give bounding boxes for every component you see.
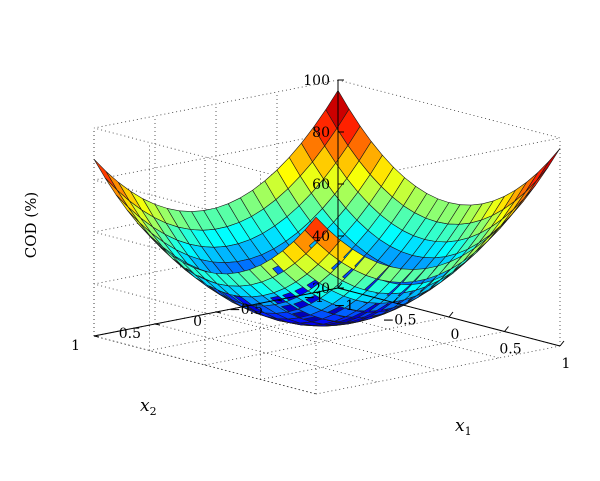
- x1-tick: [393, 297, 398, 303]
- x1-tick-label: −0.5: [383, 313, 417, 329]
- x1-tick: [337, 282, 343, 289]
- box-top-edge: [315, 79, 561, 187]
- x2-tick-label: 0: [193, 314, 202, 330]
- floor-grid-line: [154, 323, 378, 383]
- x2-tick-label: 0.5: [119, 326, 141, 342]
- x1-tick-label: −1: [334, 298, 355, 314]
- z-tick-label: 20: [312, 281, 330, 297]
- x2-tick: [215, 311, 222, 314]
- wall-grid-line: [93, 79, 339, 187]
- wall-grid-line: [93, 235, 339, 343]
- x2-tick: [154, 323, 161, 326]
- x2-axis-label: x2: [140, 396, 157, 418]
- z-tick-label: 80: [312, 125, 330, 141]
- x2-tick: [276, 299, 283, 302]
- x1-tick: [559, 340, 565, 347]
- x2-tick: [93, 335, 100, 338]
- x2-tick-label: −1: [303, 290, 324, 306]
- surface-patch: [93, 158, 118, 191]
- z-axis-label: COD (%): [22, 192, 40, 259]
- x2-tick-label: −0.5: [229, 302, 263, 318]
- x2-tick: [337, 287, 344, 290]
- z-tick-label: 100: [303, 73, 330, 89]
- x1-axis-label: x1: [455, 416, 472, 438]
- x1-tick: [448, 311, 454, 318]
- floor-grid-line: [260, 331, 505, 380]
- x1-tick: [504, 326, 509, 332]
- surface-patch: [536, 148, 561, 181]
- surface: [93, 90, 561, 327]
- wall-grid-line: [93, 131, 339, 239]
- x1-tick-label: 0.5: [499, 342, 521, 358]
- x2-tick-label: 1: [71, 338, 80, 354]
- wall-grid-line: [93, 183, 339, 291]
- axes: 20 40 60 80 100 −1 −0.5 0 0.5 1 −1 −0.5 0 0.5 1: [71, 73, 570, 372]
- axis-labels: COD (%) x1 x2: [22, 192, 472, 438]
- floor-grid-line: [149, 302, 394, 351]
- x1-tick-label: 0: [451, 327, 460, 343]
- surface-patch: [525, 161, 550, 193]
- x1-tick-label: 1: [562, 356, 571, 372]
- z-tick-label: 40: [312, 229, 330, 245]
- floor-grid-line: [315, 345, 561, 395]
- z-tick-label: 60: [312, 177, 330, 193]
- floor-grid-line: [204, 316, 450, 366]
